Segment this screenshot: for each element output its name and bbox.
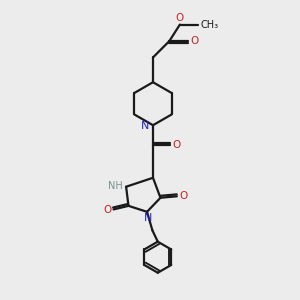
Text: O: O (175, 13, 183, 23)
Text: NH: NH (108, 181, 123, 191)
Text: O: O (190, 36, 199, 46)
Text: O: O (173, 140, 181, 150)
Text: O: O (179, 191, 188, 201)
Text: N: N (141, 121, 150, 131)
Text: N: N (143, 213, 152, 224)
Text: CH₃: CH₃ (201, 20, 219, 30)
Text: O: O (103, 205, 111, 215)
